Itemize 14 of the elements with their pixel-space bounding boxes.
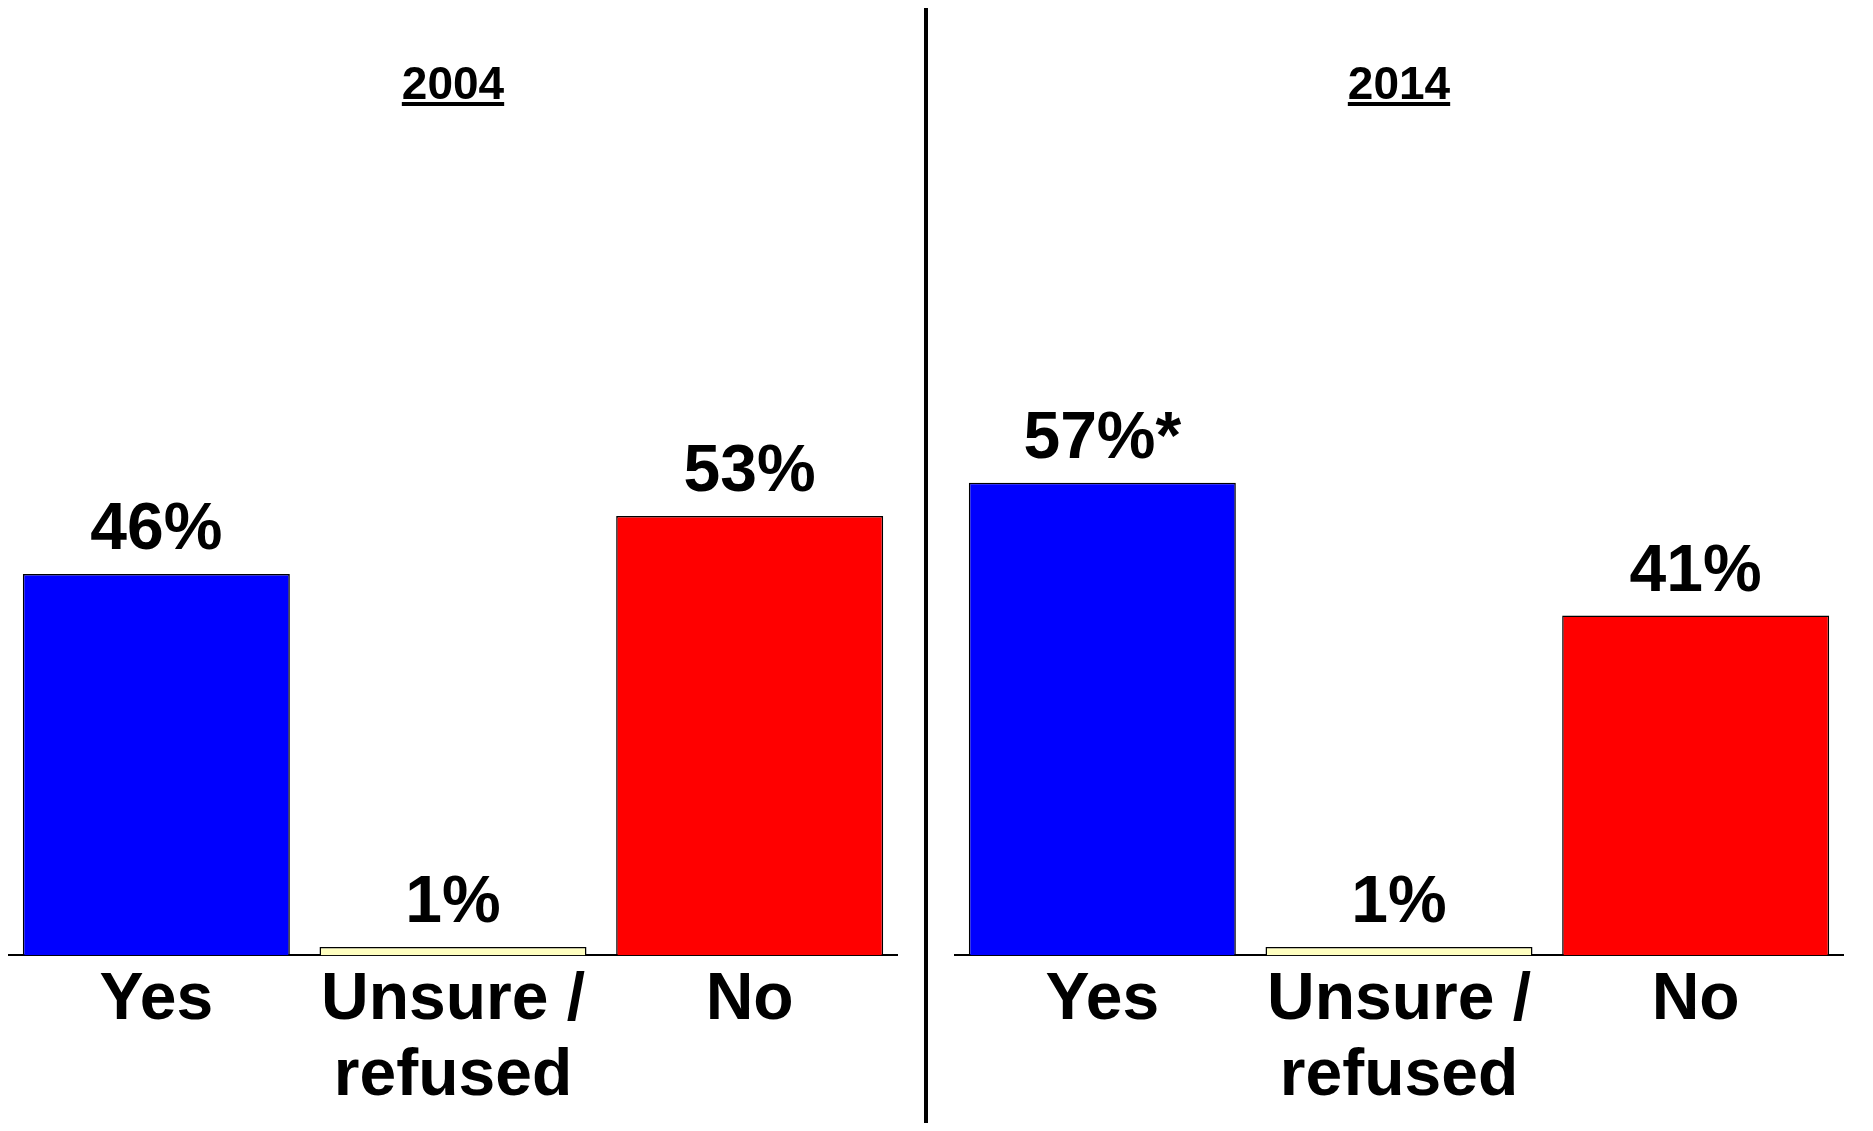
x-tick-label: Yes [1045, 959, 1160, 1034]
x-tick-label: No [705, 959, 794, 1034]
data-label: 57%* [1023, 398, 1182, 473]
chart-title: 2004 [401, 56, 505, 111]
x-tick-label: Yes [99, 959, 214, 1034]
data-label: 46% [90, 489, 223, 564]
data-label: 1% [1351, 862, 1447, 937]
chart-title: 2014 [1347, 56, 1451, 111]
x-tick-label: No [1651, 959, 1740, 1034]
x-tick-label: Unsure / refused [1266, 959, 1532, 1110]
x-tick-label: Unsure / refused [320, 959, 586, 1110]
data-label: 53% [683, 431, 816, 506]
data-label: 1% [405, 862, 501, 937]
data-label: 41% [1629, 530, 1762, 605]
